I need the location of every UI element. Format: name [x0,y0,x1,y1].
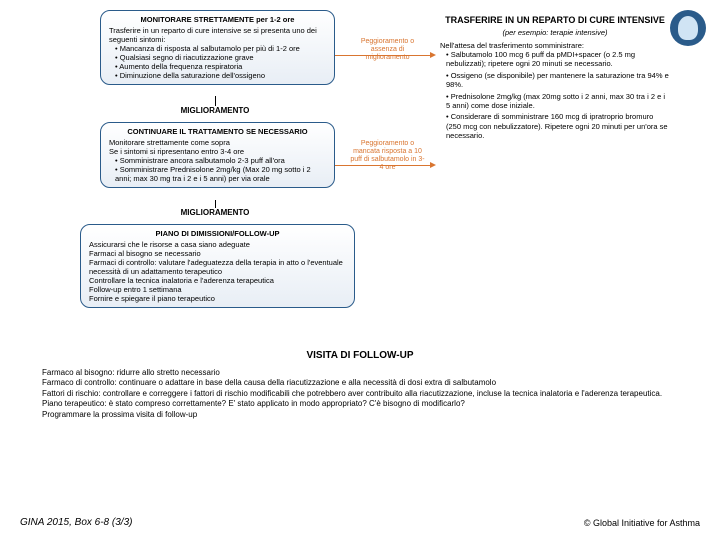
continue-list: Somministrare ancora salbutamolo 2-3 puf… [109,156,326,183]
followup-header: VISITA DI FOLLOW-UP [280,350,440,361]
continue-box: CONTINUARE IL TRATTAMENTO SE NECESSARIO … [100,122,335,188]
list-item: Qualsiasi segno di riacutizzazione grave [115,53,326,62]
followup-line: Programmare la prossima visita di follow… [42,410,682,420]
followup-line: Farmaco di controllo: continuare o adatt… [42,378,682,388]
connector [215,200,216,208]
list-item: Considerare di somministrare 160 mcg di … [446,112,670,140]
list-item: Somministrare Prednisolone 2mg/kg (Max 2… [115,165,326,183]
continue-line: Se i sintomi si ripresentano entro 3-4 o… [109,147,326,156]
discharge-header: PIANO DI DIMISSIONI/FOLLOW-UP [89,229,346,238]
discharge-line: Farmaci di controllo: valutare l'adeguat… [89,258,346,276]
improvement-label-2: MIGLIORAMENTO [155,208,275,217]
icu-list: Salbutamolo 100 mcg 6 puff da pMDI+space… [440,50,670,140]
list-item: Aumento della frequenza respiratoria [115,62,326,71]
icu-intro: Nell'attesa del trasferimento somministr… [440,41,670,50]
monitor-header: MONITORARE STRETTAMENTE per 1-2 ore [109,15,326,24]
list-item: Diminuzione della saturazione dell'ossig… [115,71,326,80]
worsen-label-1: Peggioramento o assenza di miglioramento [350,38,425,62]
worsen-label-2: Peggioramento o mancata risposta a 10 pu… [350,140,425,172]
gina-logo [670,10,706,46]
list-item: Somministrare ancora salbutamolo 2-3 puf… [115,156,326,165]
arrow-icon [430,52,436,58]
connector [215,96,216,106]
continue-line: Monitorare strettamente come sopra [109,138,326,147]
followup-line: Piano terapeutico: è stato compreso corr… [42,399,682,409]
continue-header: CONTINUARE IL TRATTAMENTO SE NECESSARIO [109,127,326,136]
lung-icon [678,16,698,40]
monitor-intro: Trasferire in un reparto di cure intensi… [109,26,326,44]
discharge-line: Follow-up entro 1 settimana [89,285,346,294]
list-item: Mancanza di risposta al salbutamolo per … [115,44,326,53]
list-item: Ossigeno (se disponibile) per mantenere … [446,71,670,90]
arrow-icon [430,162,436,168]
icu-panel: TRASFERIRE IN UN REPARTO DI CURE INTENSI… [440,15,670,142]
footer-copyright: © Global Initiative for Asthma [584,518,700,528]
improvement-label-1: MIGLIORAMENTO [155,106,275,115]
icu-header: TRASFERIRE IN UN REPARTO DI CURE INTENSI… [440,15,670,26]
discharge-line: Farmaci al bisogno se necessario [89,249,346,258]
discharge-box: PIANO DI DIMISSIONI/FOLLOW-UP Assicurars… [80,224,355,308]
list-item: Prednisolone 2mg/kg (max 20mg sotto i 2 … [446,92,670,111]
followup-line: Fattori di rischio: controllare e correg… [42,389,682,399]
followup-line: Farmaco al bisogno: ridurre allo stretto… [42,368,682,378]
monitor-box: MONITORARE STRETTAMENTE per 1-2 ore Tras… [100,10,335,85]
followup-body: Farmaco al bisogno: ridurre allo stretto… [42,368,682,420]
monitor-list: Mancanza di risposta al salbutamolo per … [109,44,326,80]
footer-source: GINA 2015, Box 6-8 (3/3) [20,517,132,528]
discharge-line: Controllare la tecnica inalatoria e l'ad… [89,276,346,285]
discharge-line: Assicurarsi che le risorse a casa siano … [89,240,346,249]
list-item: Salbutamolo 100 mcg 6 puff da pMDI+space… [446,50,670,69]
icu-sub: (per esempio: terapie intensive) [440,28,670,37]
discharge-line: Fornire e spiegare il piano terapeutico [89,294,346,303]
